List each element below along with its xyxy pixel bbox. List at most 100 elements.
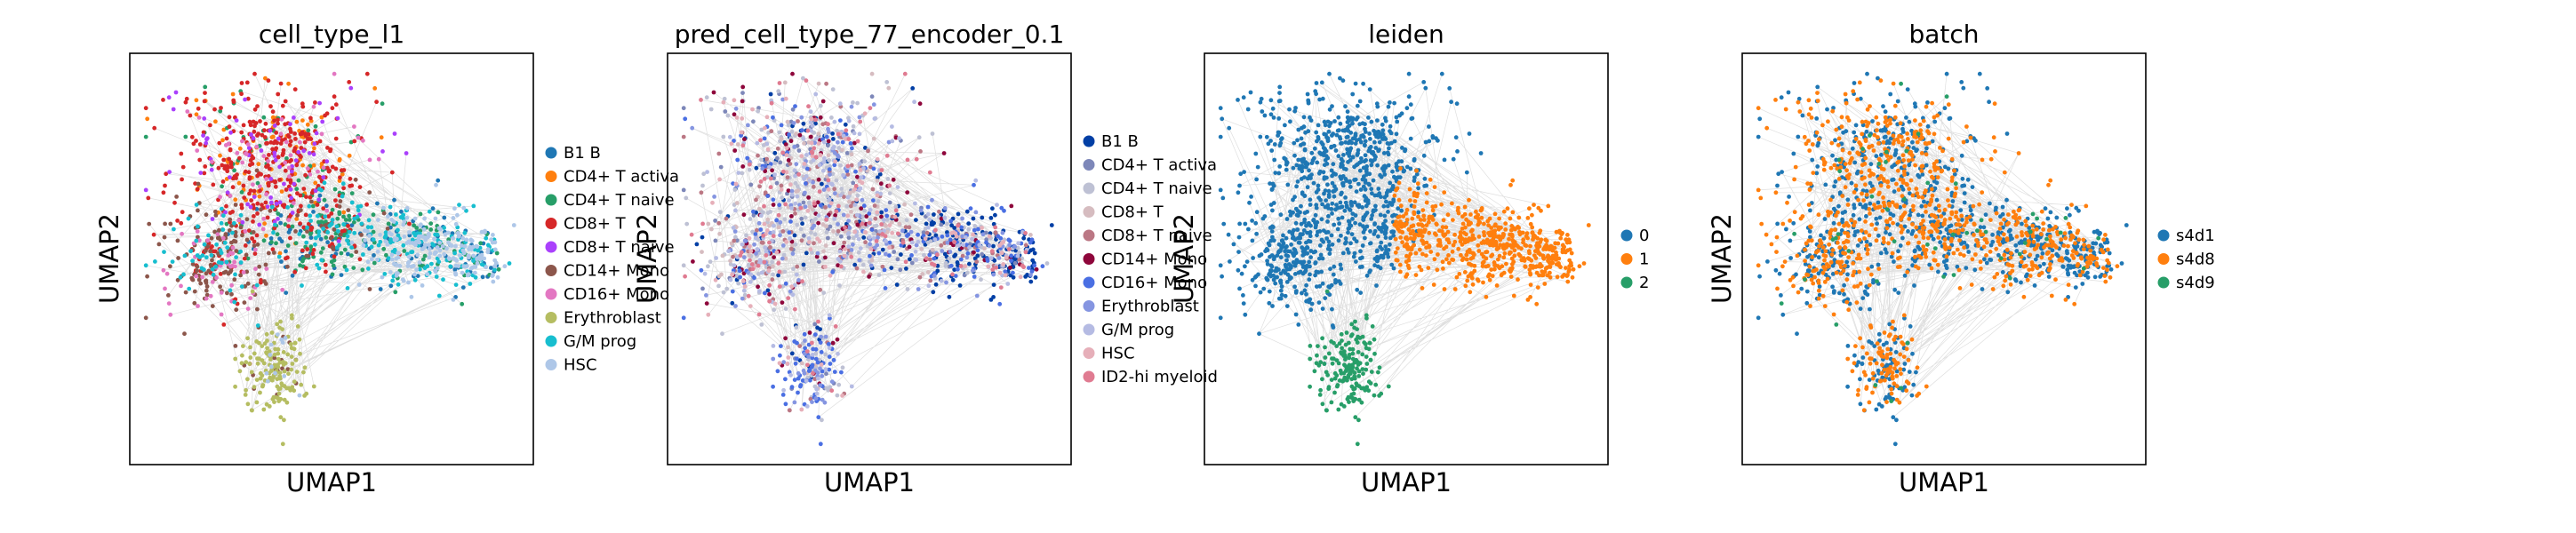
- scatter-point: [430, 206, 436, 211]
- scatter-point: [794, 272, 799, 277]
- scatter-point: [812, 146, 817, 151]
- scatter-point: [278, 319, 283, 324]
- scatter-point: [771, 230, 776, 235]
- scatter-point: [942, 251, 948, 257]
- scatter-point: [928, 278, 933, 283]
- scatter-point: [912, 99, 916, 105]
- scatter-point: [202, 242, 207, 247]
- scatter-point: [1313, 273, 1317, 278]
- scatter-point: [275, 232, 280, 237]
- scatter-point: [1285, 182, 1291, 187]
- scatter-point: [299, 203, 303, 209]
- scatter-point: [293, 137, 298, 141]
- scatter-point: [1476, 243, 1481, 248]
- scatter-point: [779, 344, 783, 348]
- panel-pred-cell-type: pred_cell_type_77_encoder_0.1 UMAP1 UMAP…: [632, 20, 1218, 497]
- scatter-point: [409, 250, 413, 255]
- scatter-point: [740, 116, 745, 121]
- scatter-point: [1427, 219, 1431, 225]
- scatter-point: [980, 251, 985, 257]
- scatter-point: [1421, 213, 1427, 219]
- scatter-point: [1355, 287, 1360, 292]
- scatter-point: [248, 296, 253, 300]
- scatter-point: [202, 267, 206, 272]
- scatter-point: [287, 174, 292, 179]
- scatter-point: [828, 385, 833, 390]
- scatter-point: [844, 151, 850, 155]
- scatter-point: [1489, 226, 1494, 230]
- scatter-point: [198, 171, 204, 176]
- scatter-point: [272, 154, 277, 159]
- scatter-point: [427, 243, 431, 248]
- scatter-point: [220, 260, 224, 266]
- scatter-point: [388, 270, 393, 274]
- scatter-point: [434, 274, 439, 279]
- scatter-point: [335, 216, 340, 221]
- scatter-point: [1530, 212, 1534, 218]
- legend-label: CD4+ T activa: [564, 168, 679, 187]
- scatter-point: [298, 139, 302, 145]
- scatter-point: [273, 184, 278, 189]
- scatter-point: [1292, 284, 1297, 290]
- scatter-point: [905, 287, 910, 291]
- scatter-point: [977, 243, 982, 248]
- scatter-point: [793, 201, 798, 206]
- scatter-point: [325, 230, 331, 235]
- scatter-point: [758, 227, 764, 232]
- scatter-point: [1497, 253, 1502, 259]
- scatter-point: [903, 225, 908, 230]
- scatter-point: [726, 249, 731, 254]
- scatter-point: [1460, 221, 1466, 227]
- scatter-point: [146, 195, 151, 201]
- scatter-point: [838, 118, 843, 123]
- scatter-point: [1375, 264, 1380, 269]
- scatter-point: [1361, 184, 1366, 189]
- scatter-point: [1534, 270, 1540, 275]
- scatter-point: [278, 81, 284, 86]
- scatter-point: [790, 107, 796, 112]
- scatter-point: [1299, 221, 1304, 227]
- scatter-point: [1400, 230, 1405, 235]
- scatter-point: [143, 106, 148, 111]
- scatter-point: [371, 229, 376, 235]
- scatter-point: [1464, 252, 1469, 258]
- scatter-point: [276, 254, 282, 259]
- scatter-point: [238, 212, 244, 218]
- scatter-point: [1283, 270, 1288, 275]
- scatter-point: [1269, 148, 1275, 153]
- scatter-point: [412, 223, 416, 228]
- scatter-point: [1345, 109, 1350, 115]
- scatter-point: [858, 119, 863, 124]
- scatter-point: [1356, 203, 1362, 208]
- scatter-point: [166, 95, 172, 100]
- scatter-point: [302, 139, 308, 145]
- scatter-point: [1236, 235, 1242, 240]
- scatter-point: [966, 221, 972, 227]
- scatter-point: [196, 277, 202, 282]
- scatter-point: [1318, 151, 1323, 156]
- scatter-point: [1482, 233, 1487, 238]
- scatter-point: [1348, 201, 1354, 206]
- scatter-point: [492, 264, 498, 268]
- edge-paths: [1220, 74, 1574, 418]
- scatter-point: [1373, 146, 1379, 150]
- scatter-point: [289, 367, 294, 372]
- scatter-point: [307, 221, 311, 227]
- scatter-point: [399, 209, 404, 214]
- scatter-point: [895, 231, 900, 236]
- scatter-point: [1275, 274, 1279, 280]
- scatter-point: [274, 201, 279, 206]
- scatter-point: [229, 164, 234, 170]
- scatter-point: [759, 157, 764, 163]
- scatter-point: [190, 277, 196, 282]
- scatter-point: [904, 266, 908, 271]
- scatter-point: [1264, 134, 1269, 139]
- scatter-point: [859, 175, 864, 180]
- scatter-point: [279, 116, 284, 122]
- scatter-point: [1415, 181, 1420, 187]
- scatter-point: [1316, 195, 1322, 201]
- scatter-point: [809, 230, 813, 235]
- scatter-point: [787, 408, 792, 413]
- scatter-point: [868, 106, 873, 111]
- scatter-point: [242, 300, 247, 305]
